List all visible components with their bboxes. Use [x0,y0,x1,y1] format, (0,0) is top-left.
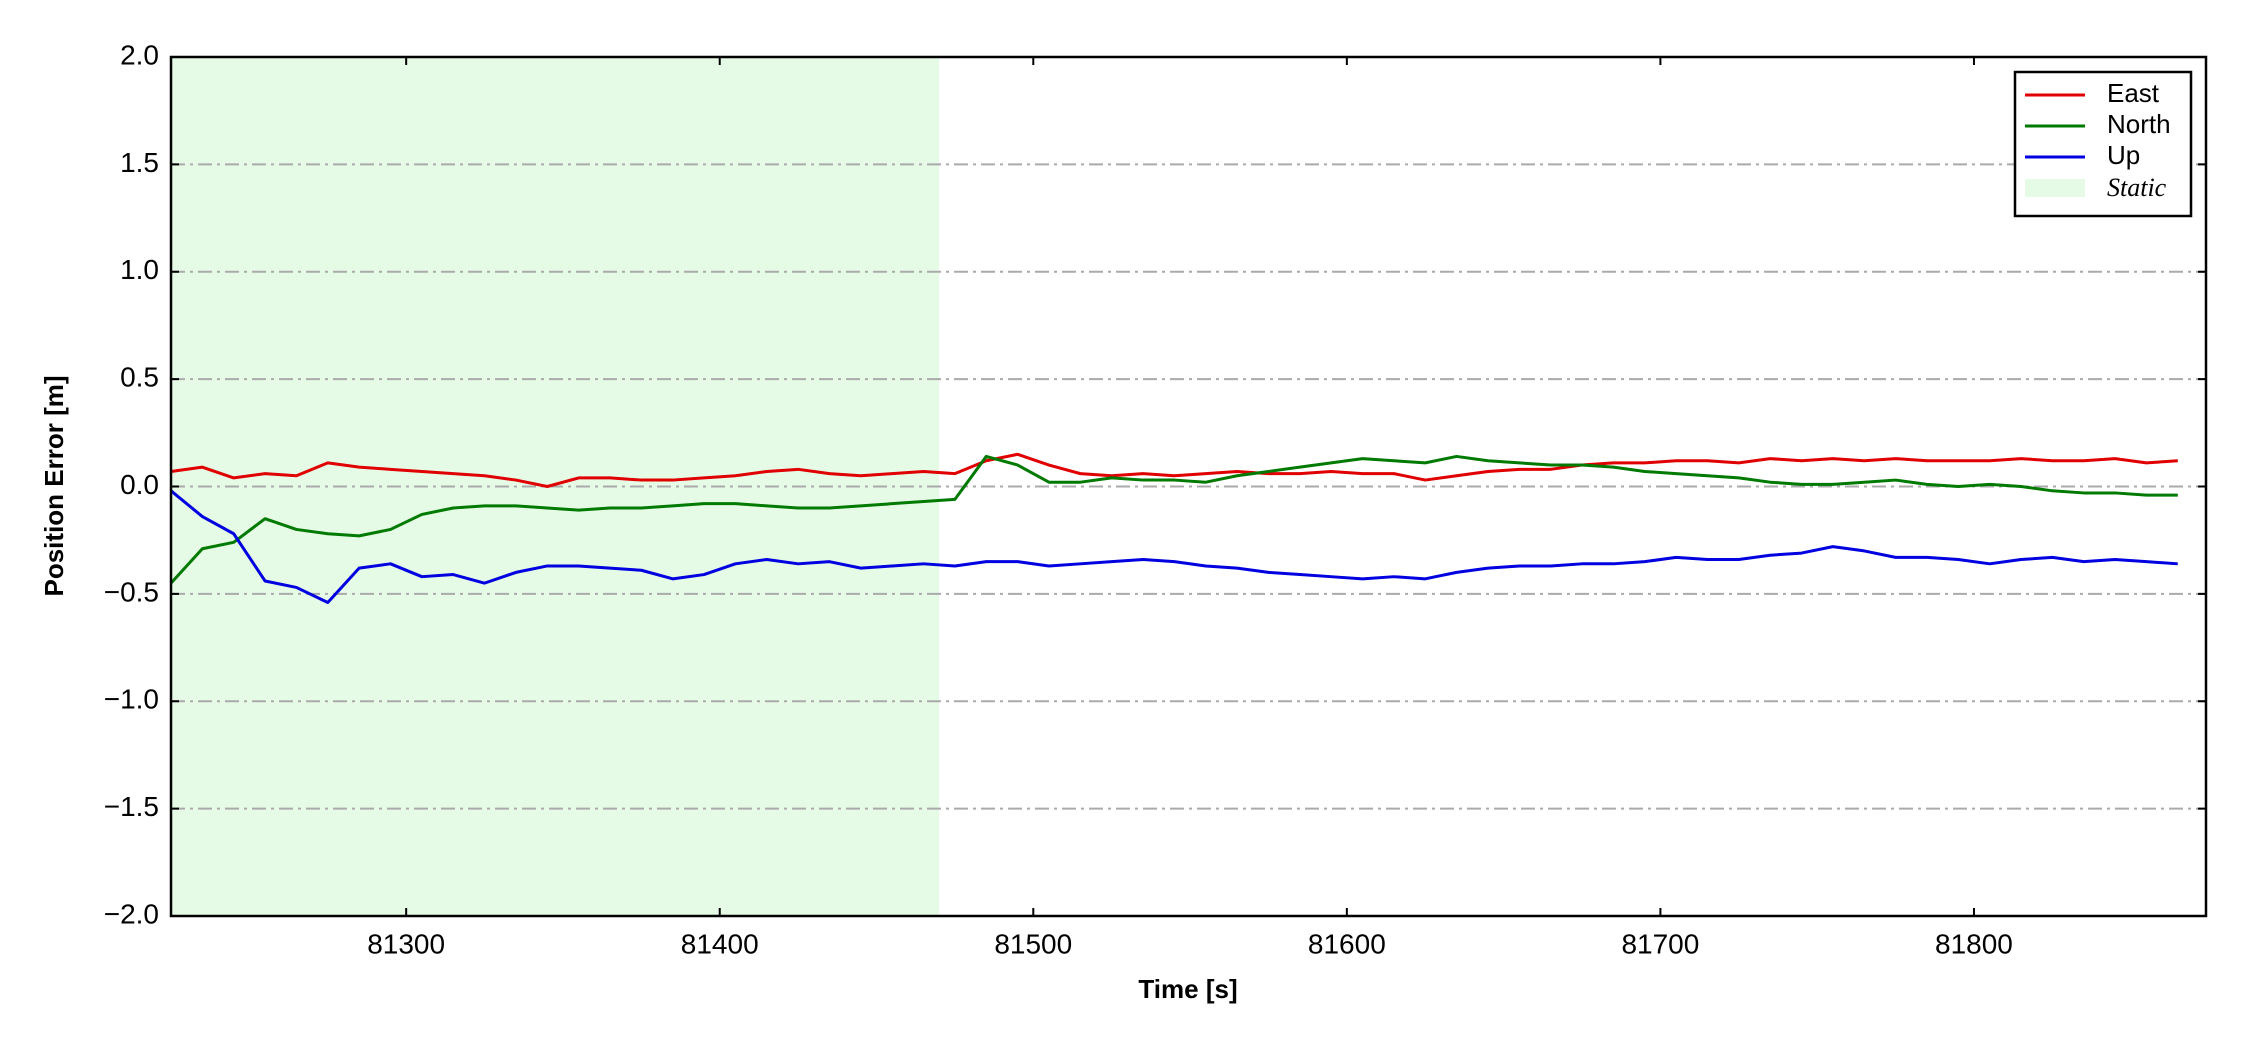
legend-label: East [2107,78,2160,108]
y-tick-label: 2.0 [120,39,159,70]
series-line [170,452,2178,488]
legend-label: Static [2107,173,2167,202]
y-tick-label: 0.5 [120,362,159,393]
x-tick-label: 81700 [1621,928,1699,959]
x-tick-label: 81600 [1308,928,1386,959]
y-tick-label: 1.5 [120,147,159,178]
series-line [169,454,2178,585]
y-tick-label: −1.5 [104,791,159,822]
legend-swatch [2025,179,2085,197]
x-tick-label: 81400 [681,928,759,959]
y-tick-label: 0.0 [120,469,159,500]
x-tick-label: 81300 [367,928,445,959]
y-tick-label: −2.0 [104,898,159,929]
y-tick-label: −0.5 [104,576,159,607]
y-tick-label: −1.0 [104,684,159,715]
x-tick-label: 81500 [994,928,1072,959]
x-axis-label: Time [s] [1138,974,1237,1004]
y-axis-label: Position Error [m] [39,375,69,596]
plot-frame [169,55,2208,918]
legend-label: North [2107,109,2171,139]
x-tick-label: 81800 [1935,928,2013,959]
legend-label: Up [2107,140,2140,170]
series-line [170,489,2178,604]
y-tick-label: 1.0 [120,254,159,285]
